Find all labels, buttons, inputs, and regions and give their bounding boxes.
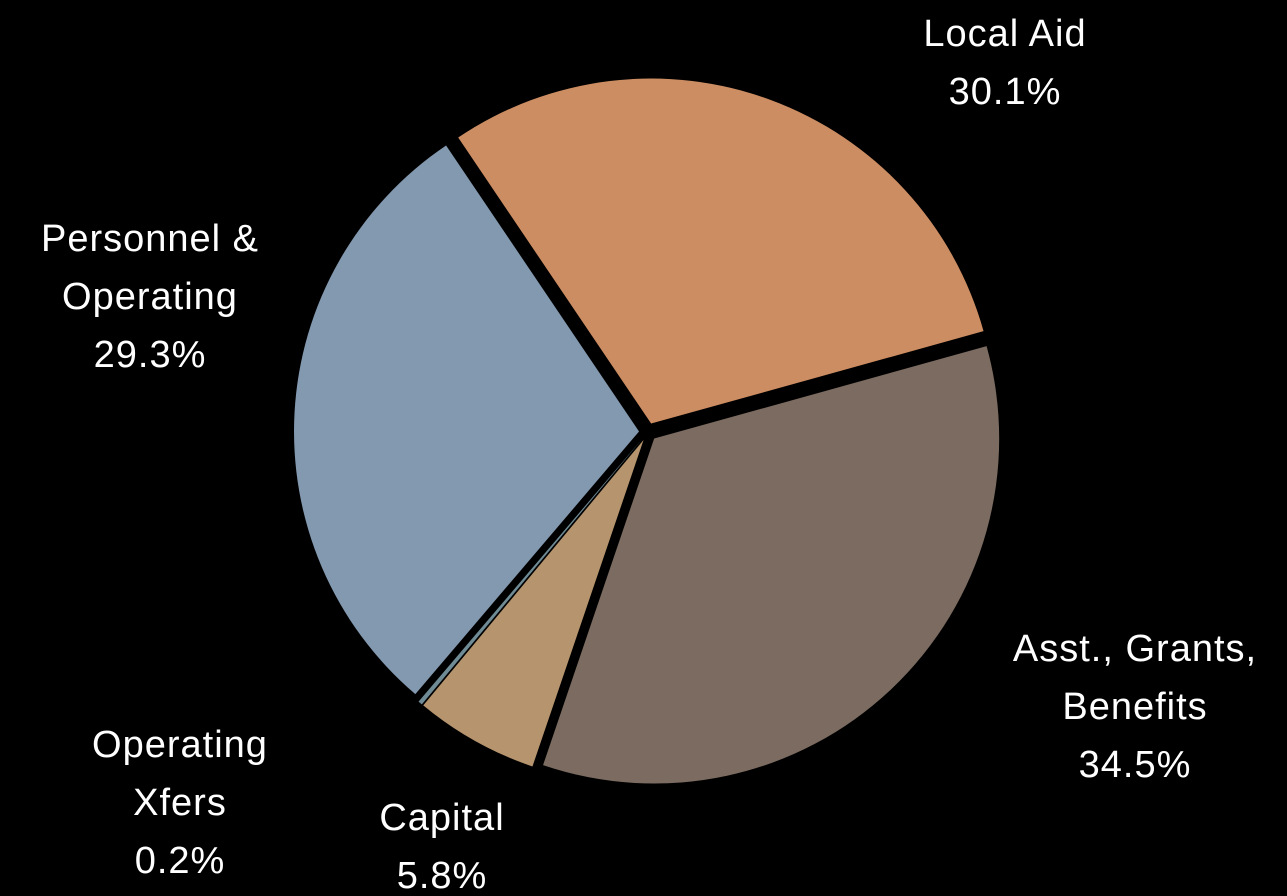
category-label: Local Aid	[923, 13, 1087, 55]
value-label: 5.8%	[396, 855, 488, 896]
slice-label: Local Aid 30.1%	[875, 5, 1135, 121]
category-label: Personnel & Operating	[40, 218, 259, 318]
category-label: Operating Xfers	[92, 724, 268, 824]
value-label: 0.2%	[134, 840, 226, 882]
category-label: Asst., Grants, Benefits	[1012, 628, 1258, 728]
value-label: 34.5%	[1078, 744, 1192, 786]
pie-slice	[423, 439, 644, 767]
value-label: 30.1%	[948, 71, 1062, 113]
pie-slice	[458, 78, 984, 424]
slice-label: Capital 5.8%	[332, 789, 552, 896]
pie-slice	[294, 145, 640, 695]
category-label: Capital	[379, 797, 505, 839]
slice-label: Operating Xfers 0.2%	[50, 716, 310, 890]
pie-slice	[418, 438, 643, 705]
slice-label: Asst., Grants, Benefits 34.5%	[980, 620, 1287, 794]
value-label: 29.3%	[93, 334, 207, 376]
pie-slice	[543, 346, 1000, 784]
slice-label: Personnel & Operating 29.3%	[0, 210, 300, 384]
